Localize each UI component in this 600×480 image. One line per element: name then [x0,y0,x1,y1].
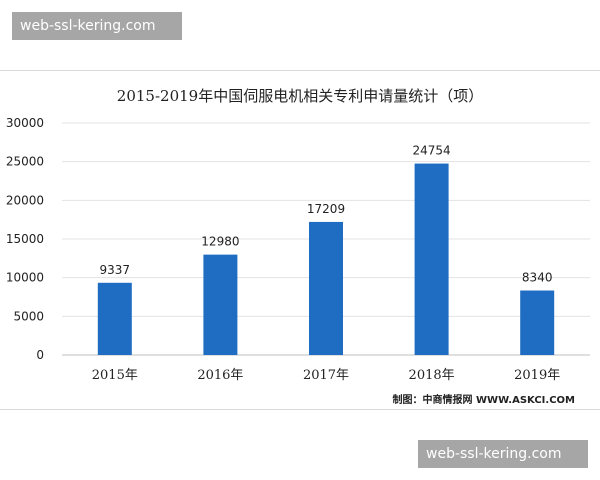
y-tick-label: 30000 [6,116,44,130]
data-labels: 9337 12980 17209 24754 8340 [100,144,553,285]
source-note: 制图：中商情报网 WWW.ASKCI.COM [393,393,575,406]
bar [203,254,238,355]
bars [97,163,555,355]
y-tick-label: 5000 [13,309,44,323]
y-axis-ticks: 0 5000 10000 15000 20000 25000 30000 [6,116,44,362]
data-label: 9337 [100,263,131,277]
data-label: 17209 [307,202,345,216]
y-tick-label: 20000 [6,193,44,207]
bar [520,290,555,355]
x-axis-categories: 2015年 2016年 2017年 2018年 2019年 [92,368,560,383]
y-tick-label: 10000 [6,271,44,285]
x-category-label: 2015年 [92,368,138,383]
bar [414,163,449,355]
watermark-label-bottom: web-ssl-kering.com [418,440,588,468]
y-tick-label: 15000 [6,232,44,246]
y-tick-label: 25000 [6,155,44,169]
data-label: 8340 [522,271,553,285]
data-label: 24754 [413,144,451,158]
chart-frame: 2015-2019年中国伺服电机相关专利申请量统计（项） 0 5000 10000 1… [0,70,600,410]
x-category-label: 2018年 [409,368,455,383]
x-category-label: 2017年 [303,368,349,383]
bar [97,282,132,355]
bar [309,221,343,355]
data-label: 12980 [201,235,239,249]
y-tick-label: 0 [36,348,44,362]
x-category-label: 2016年 [197,368,243,383]
watermark-label-top: web-ssl-kering.com [12,12,182,40]
x-category-label: 2019年 [514,368,560,383]
chart-title: 2015-2019年中国伺服电机相关专利申请量统计（项） [117,87,483,105]
bar-chart: 2015-2019年中国伺服电机相关专利申请量统计（项） 0 5000 10000 1… [6,87,590,406]
